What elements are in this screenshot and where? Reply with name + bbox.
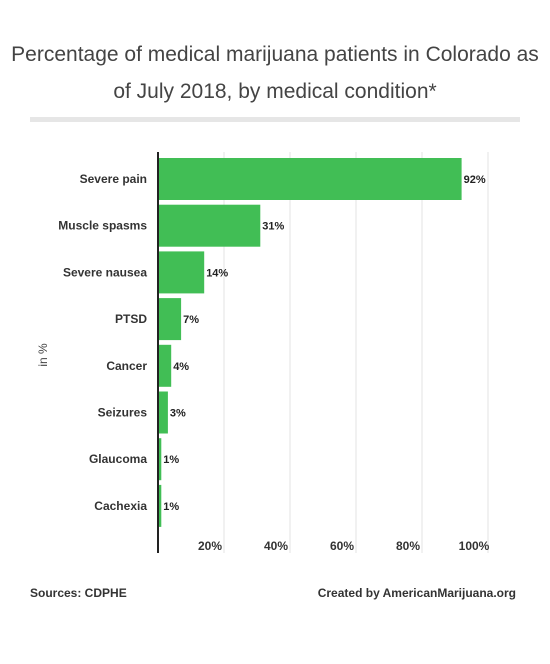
category-label: Cachexia [94,499,147,513]
gridlines [223,152,489,553]
value-label: 3% [170,408,186,420]
category-label: PTSD [115,312,147,326]
bar [158,158,462,200]
bar [158,344,172,387]
value-label: 92% [464,174,486,186]
x-tick-label: 80% [396,539,420,553]
bar [158,391,168,434]
value-label: 31% [262,221,284,233]
value-labels: 92% 31% 14% 7% 4% 3% 1% 1% [163,174,486,513]
bar [158,438,162,481]
bar-chart: Severe pain Muscle spasms Severe nausea PTS… [36,152,490,553]
category-label: Severe nausea [63,265,147,279]
bar [158,484,162,527]
x-tick-label: 20% [198,539,222,553]
footer-source: Sources: CDPHE [30,586,127,600]
value-label: 14% [206,267,228,279]
category-label: Severe pain [80,172,147,186]
value-label: 1% [163,454,179,466]
x-tick-label: 100% [459,539,490,553]
category-label: Glaucoma [89,452,147,466]
x-tick-label: 60% [330,539,354,553]
category-labels: Severe pain Muscle spasms Severe nausea PTS… [58,172,147,513]
bar [158,204,261,247]
bars [158,158,462,527]
value-label: 1% [163,501,179,513]
category-label: Seizures [98,406,148,420]
footer-credit: Created by AmericanMarijuana.org [317,586,516,600]
bar [158,298,182,341]
bar [158,251,205,294]
y-axis-label: in % [36,343,50,367]
value-label: 7% [183,314,199,326]
x-tick-labels: 20% 40% 60% 80% 100% [198,539,490,553]
category-label: Cancer [106,359,147,373]
x-tick-label: 40% [264,539,288,553]
title-divider [30,117,520,122]
category-label: Muscle spasms [58,219,147,233]
value-label: 4% [173,361,189,373]
chart-title: Percentage of medical marijuana patients… [11,43,539,103]
